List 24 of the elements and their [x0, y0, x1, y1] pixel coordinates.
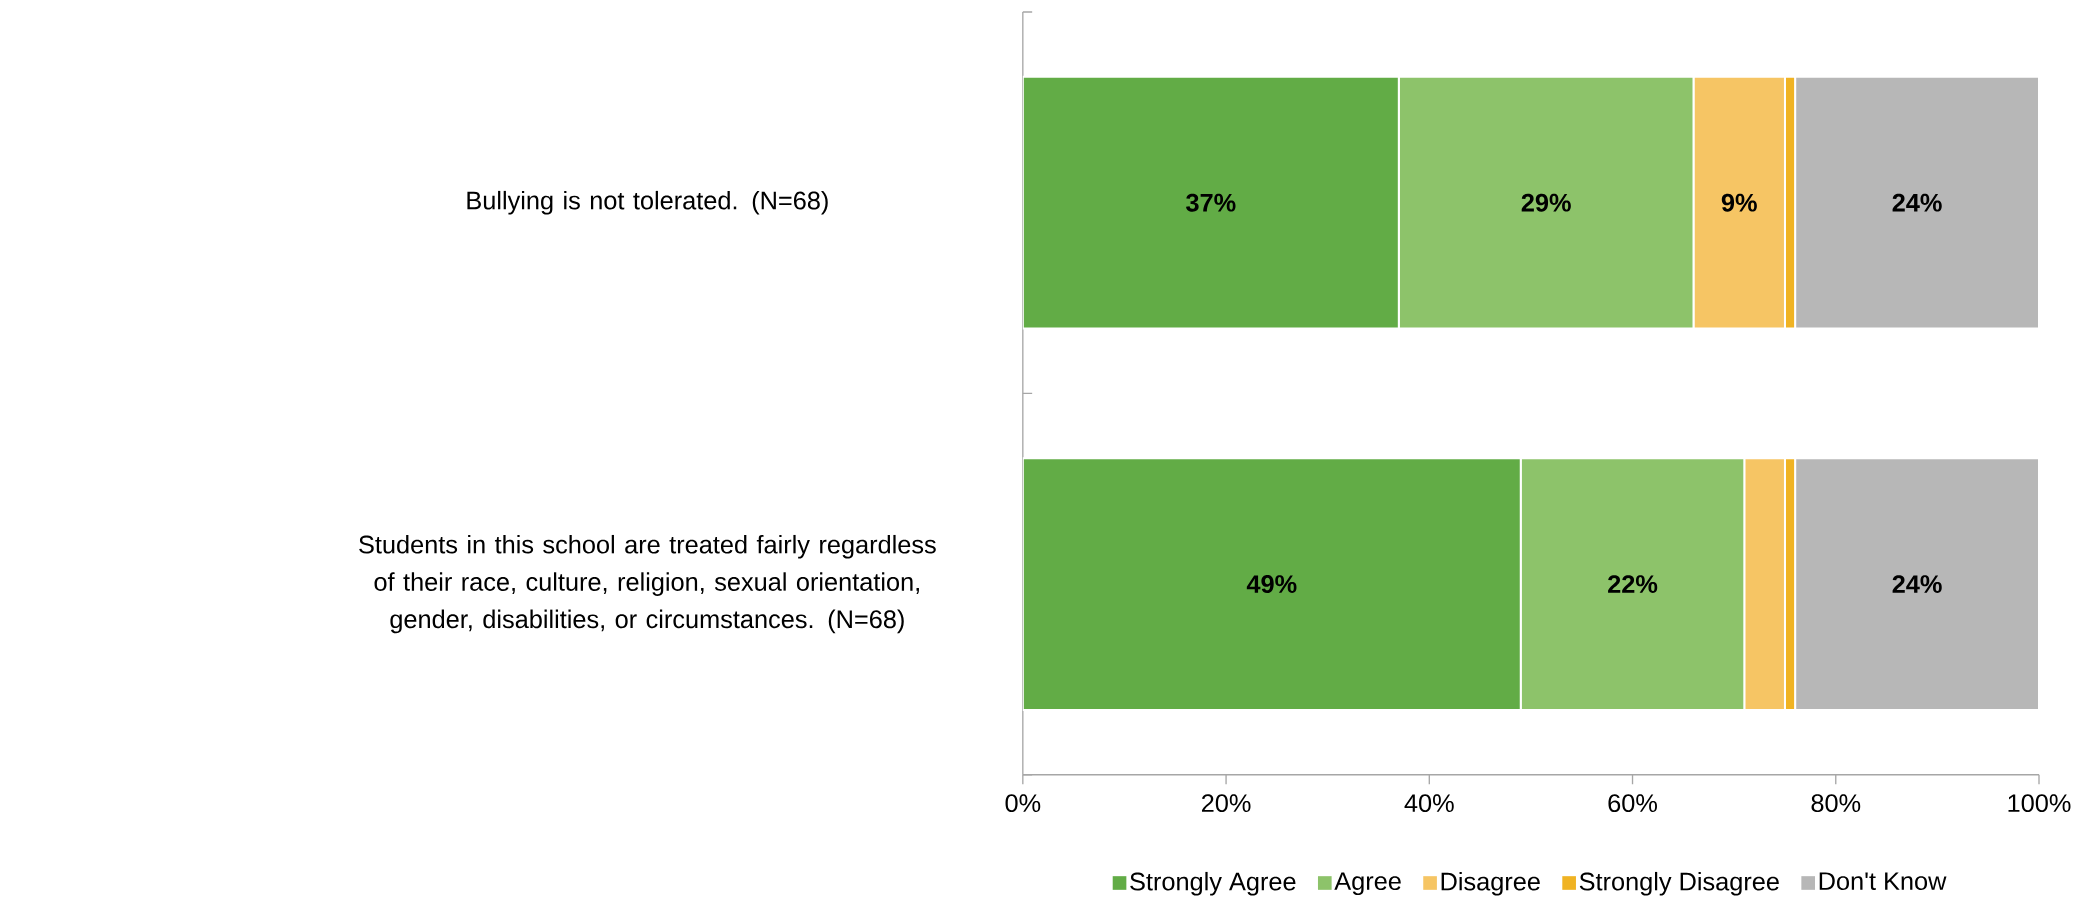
legend-label: Don't Know [1819, 872, 1947, 890]
bar [1022, 75, 1400, 330]
data-label: 22% [1608, 574, 1658, 593]
x-tick-label: 0% [1005, 793, 1041, 812]
x-tick-label: 40% [1404, 793, 1454, 812]
legend-label: Strongly Agree [1130, 871, 1296, 896]
x-tick-label: 80% [1811, 793, 1861, 812]
legend-label: Disagree [1441, 871, 1540, 896]
data-label: 9% [1721, 193, 1757, 212]
bar [1022, 457, 1522, 711]
x-tick-label: 60% [1608, 793, 1657, 812]
y-tick-label: Students in this school are treated fairly regardless of their race, culture, religion, sexual orientation, gender, disabilities, or circumstances. (N=68) [359, 534, 936, 633]
bar [1794, 457, 2039, 711]
legend-label: Agree [1334, 872, 1401, 895]
x-tick-label: 100% [2008, 793, 2071, 812]
y-tick-label: Bullying is not tolerated. (N=68) [467, 190, 828, 215]
x-tick-label: 20% [1201, 793, 1251, 812]
data-label: 24% [1892, 574, 1942, 593]
data-label: 37% [1186, 193, 1236, 212]
data-label: 49% [1246, 574, 1297, 593]
legend-label: Strongly Disagree [1579, 871, 1779, 896]
data-label: 29% [1521, 193, 1571, 212]
bar [1794, 75, 2039, 330]
data-label: 24% [1892, 193, 1942, 212]
